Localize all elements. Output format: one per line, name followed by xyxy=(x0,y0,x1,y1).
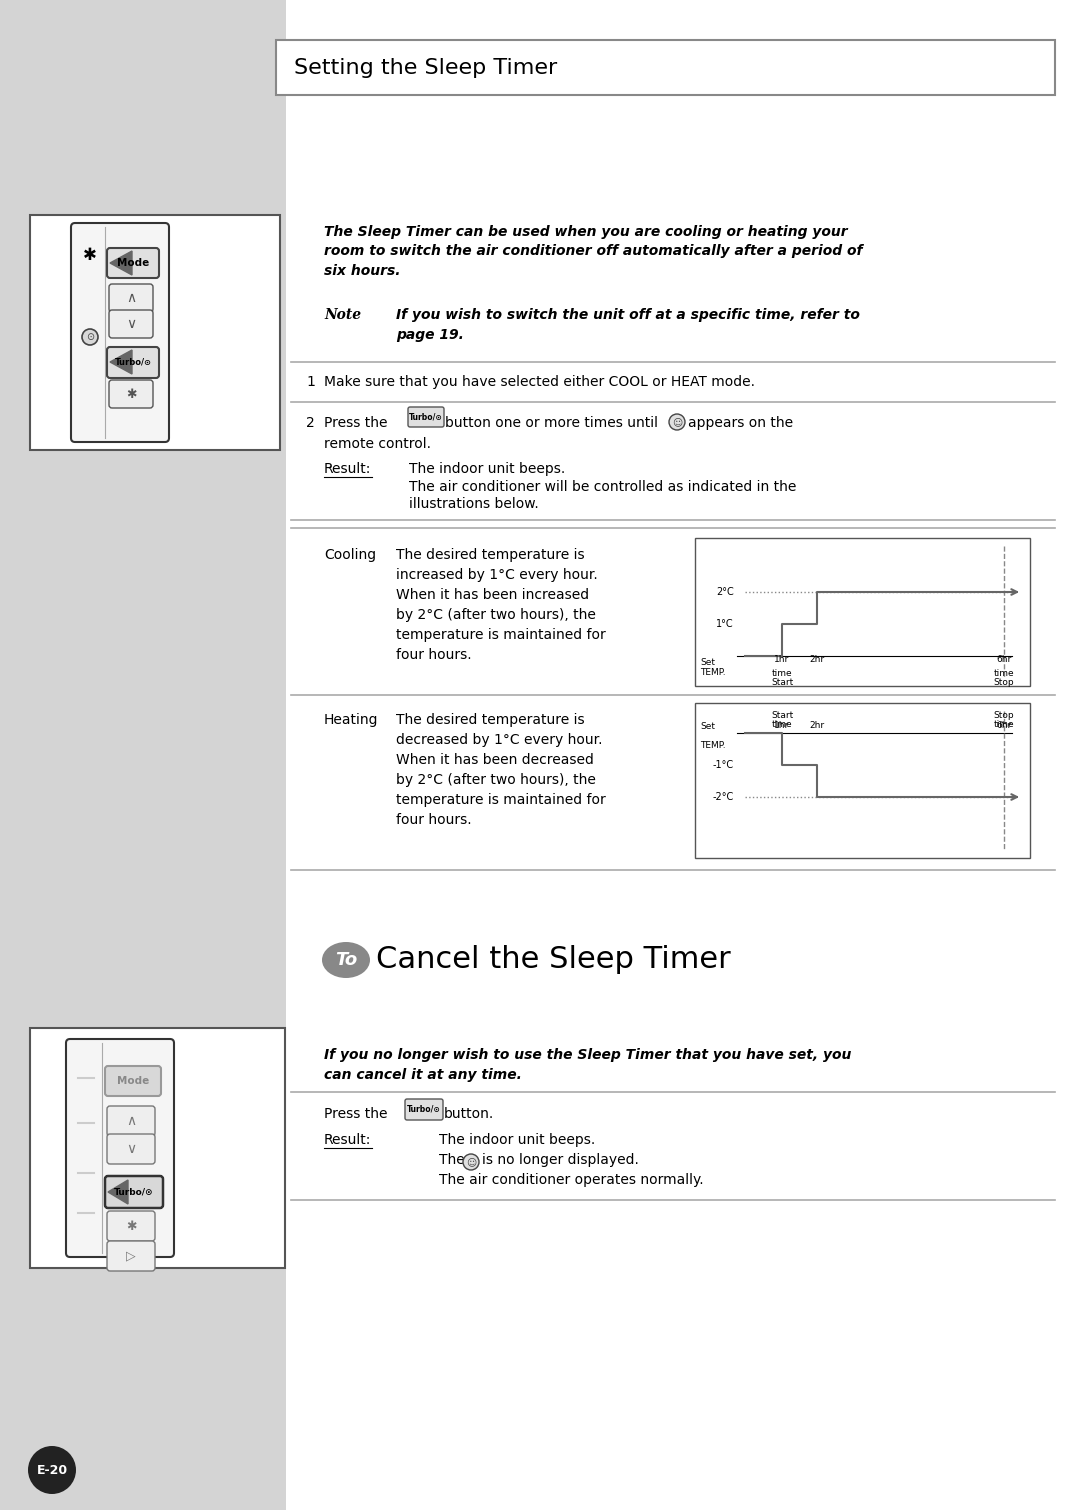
Text: time: time xyxy=(994,720,1014,729)
Text: Turbo/⊙: Turbo/⊙ xyxy=(114,1187,153,1196)
Text: The desired temperature is
increased by 1°C every hour.
When it has been increas: The desired temperature is increased by … xyxy=(396,548,606,663)
Text: 1°C: 1°C xyxy=(716,619,734,630)
FancyBboxPatch shape xyxy=(109,284,153,313)
Text: Press the: Press the xyxy=(324,415,392,430)
FancyBboxPatch shape xyxy=(109,381,153,408)
Text: -2°C: -2°C xyxy=(713,793,734,802)
Text: ⊙: ⊙ xyxy=(86,332,94,341)
FancyBboxPatch shape xyxy=(107,1105,156,1136)
Text: Heating: Heating xyxy=(324,713,378,726)
FancyBboxPatch shape xyxy=(66,1039,174,1256)
Ellipse shape xyxy=(322,942,370,978)
Text: Result:: Result: xyxy=(324,1132,372,1148)
Text: Turbo/⊙: Turbo/⊙ xyxy=(407,1104,441,1113)
Text: 2hr: 2hr xyxy=(809,655,824,664)
Text: ∧: ∧ xyxy=(126,1114,136,1128)
FancyBboxPatch shape xyxy=(105,1176,163,1208)
Text: Stop: Stop xyxy=(994,711,1014,720)
Text: appears on the: appears on the xyxy=(688,415,793,430)
Text: The air conditioner operates normally.: The air conditioner operates normally. xyxy=(438,1173,704,1187)
Text: 2hr: 2hr xyxy=(809,720,824,729)
FancyBboxPatch shape xyxy=(405,1099,443,1120)
Text: E-20: E-20 xyxy=(37,1463,68,1477)
Text: button one or more times until: button one or more times until xyxy=(445,415,662,430)
Text: The Sleep Timer can be used when you are cooling or heating your
room to switch : The Sleep Timer can be used when you are… xyxy=(324,225,863,278)
Text: ☺: ☺ xyxy=(465,1157,476,1167)
Text: The: The xyxy=(438,1154,469,1167)
Text: button.: button. xyxy=(444,1107,495,1120)
Text: is no longer displayed.: is no longer displayed. xyxy=(482,1154,639,1167)
Text: Note: Note xyxy=(324,308,361,322)
Text: 1hr: 1hr xyxy=(774,655,789,664)
Text: Cooling: Cooling xyxy=(324,548,376,562)
Text: TEMP.: TEMP. xyxy=(700,667,726,676)
Text: 6hr: 6hr xyxy=(997,720,1012,729)
Bar xyxy=(276,39,1055,95)
Text: ∨: ∨ xyxy=(126,317,136,331)
Circle shape xyxy=(82,329,98,344)
Text: The indoor unit beeps.: The indoor unit beeps. xyxy=(409,462,565,476)
Text: remote control.: remote control. xyxy=(324,436,431,451)
Text: If you wish to switch the unit off at a specific time, refer to
page 19.: If you wish to switch the unit off at a … xyxy=(396,308,860,341)
Text: Make sure that you have selected either COOL or HEAT mode.: Make sure that you have selected either … xyxy=(324,374,755,390)
Text: Set: Set xyxy=(700,722,715,731)
Text: TEMP.: TEMP. xyxy=(700,741,726,750)
Text: Result:: Result: xyxy=(324,462,372,476)
Text: Turbo/⊙: Turbo/⊙ xyxy=(114,358,151,367)
Text: Start: Start xyxy=(771,678,793,687)
Bar xyxy=(696,704,1030,858)
Text: ✱: ✱ xyxy=(125,1220,136,1232)
Bar xyxy=(0,0,286,1510)
FancyBboxPatch shape xyxy=(107,1134,156,1164)
Text: 6hr: 6hr xyxy=(997,655,1012,664)
FancyBboxPatch shape xyxy=(109,310,153,338)
Text: If you no longer wish to use the Sleep Timer that you have set, you
can cancel i: If you no longer wish to use the Sleep T… xyxy=(324,1048,851,1081)
Text: Cancel the Sleep Timer: Cancel the Sleep Timer xyxy=(376,945,731,974)
Text: Turbo/⊙: Turbo/⊙ xyxy=(409,412,443,421)
FancyBboxPatch shape xyxy=(107,1241,156,1271)
Text: time: time xyxy=(994,669,1014,678)
Text: time: time xyxy=(772,720,793,729)
Text: ∧: ∧ xyxy=(126,291,136,305)
Text: ✱: ✱ xyxy=(125,388,136,400)
Text: Start: Start xyxy=(771,711,793,720)
Bar xyxy=(286,0,1080,1510)
Text: The indoor unit beeps.: The indoor unit beeps. xyxy=(438,1132,595,1148)
Text: Mode: Mode xyxy=(117,258,149,267)
Text: illustrations below.: illustrations below. xyxy=(409,497,539,510)
FancyBboxPatch shape xyxy=(107,1211,156,1241)
FancyBboxPatch shape xyxy=(71,223,168,442)
Bar xyxy=(30,1028,285,1268)
Polygon shape xyxy=(110,251,132,275)
Polygon shape xyxy=(110,350,132,374)
Text: 1: 1 xyxy=(306,374,315,390)
Text: Setting the Sleep Timer: Setting the Sleep Timer xyxy=(294,57,557,77)
Bar xyxy=(696,538,1030,686)
Circle shape xyxy=(669,414,685,430)
Text: ✱: ✱ xyxy=(83,246,97,264)
FancyBboxPatch shape xyxy=(408,408,444,427)
Circle shape xyxy=(463,1154,480,1170)
Text: The desired temperature is
decreased by 1°C every hour.
When it has been decreas: The desired temperature is decreased by … xyxy=(396,713,606,827)
Text: ∨: ∨ xyxy=(126,1142,136,1157)
Text: Mode: Mode xyxy=(117,1077,149,1086)
Bar xyxy=(30,214,280,450)
Text: ☺: ☺ xyxy=(672,417,683,427)
Text: The air conditioner will be controlled as indicated in the: The air conditioner will be controlled a… xyxy=(409,480,796,494)
FancyBboxPatch shape xyxy=(107,248,159,278)
Text: 2: 2 xyxy=(306,415,314,430)
Text: Press the: Press the xyxy=(324,1107,392,1120)
FancyBboxPatch shape xyxy=(107,347,159,378)
Text: 2°C: 2°C xyxy=(716,587,734,596)
Text: time: time xyxy=(772,669,793,678)
Text: -1°C: -1°C xyxy=(713,760,734,770)
Polygon shape xyxy=(108,1179,129,1203)
FancyBboxPatch shape xyxy=(105,1066,161,1096)
Circle shape xyxy=(28,1447,76,1493)
Text: ▷: ▷ xyxy=(126,1249,136,1262)
Text: Stop: Stop xyxy=(994,678,1014,687)
Text: Set: Set xyxy=(700,658,715,667)
Text: 1hr: 1hr xyxy=(774,720,789,729)
Text: To: To xyxy=(335,951,357,969)
